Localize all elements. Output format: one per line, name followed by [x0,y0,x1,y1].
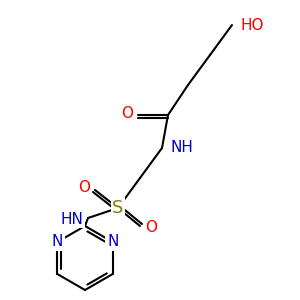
Text: O: O [121,106,133,122]
Text: S: S [112,199,124,217]
Text: O: O [145,220,157,236]
Text: N: N [52,235,63,250]
Text: HN: HN [60,212,83,226]
Text: N: N [107,235,118,250]
Text: HO: HO [240,17,263,32]
Text: O: O [78,181,90,196]
Text: NH: NH [170,140,193,155]
